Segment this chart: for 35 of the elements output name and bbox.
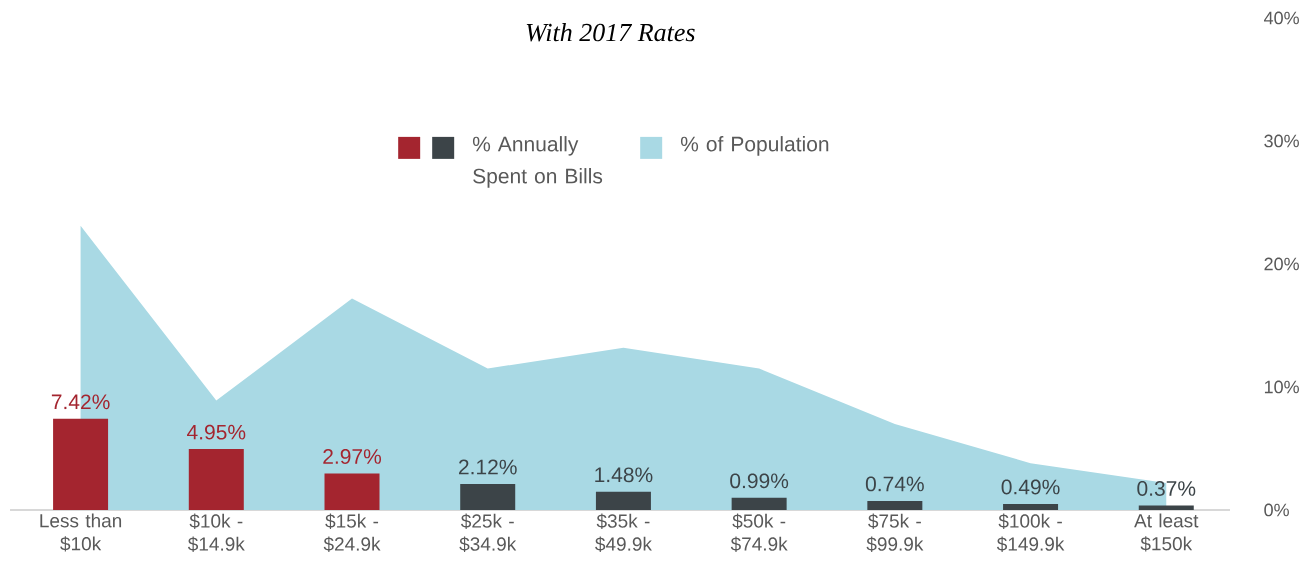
legend-label: % of Population <box>680 136 829 156</box>
x-tick-label: $15k - $24.9k <box>323 513 381 552</box>
data-label: 2.97% <box>323 449 382 464</box>
x-tick-label: $35k - $49.9k <box>595 513 652 552</box>
data-label: 1.48% <box>595 467 653 483</box>
bar <box>1003 503 1059 510</box>
data-label: 0.49% <box>1001 479 1060 495</box>
bar <box>595 491 651 510</box>
bar <box>53 418 109 510</box>
data-label: 0.37% <box>1137 481 1196 496</box>
y-tick-label: 10% <box>1264 380 1299 394</box>
data-label: 4.95% <box>187 424 246 440</box>
bar <box>188 449 244 510</box>
x-tick-label: Less than $10k <box>40 513 122 552</box>
bar <box>324 473 380 510</box>
x-tick-label: $100k - $149.9k <box>996 513 1065 552</box>
y-tick-label: 20% <box>1264 257 1299 271</box>
legend-label: % Annually Spent on Bills <box>472 136 603 188</box>
data-label: 0.74% <box>865 476 924 492</box>
data-label: 2.12% <box>458 459 517 475</box>
x-tick-label: $10k - $14.9k <box>187 513 245 552</box>
data-label: 7.42% <box>51 394 110 410</box>
bar <box>867 500 923 510</box>
x-tick-label: $50k - $74.9k <box>730 513 788 552</box>
x-tick-label: $25k - $34.9k <box>459 513 517 552</box>
y-tick-label: 0% <box>1264 503 1289 517</box>
data-label: 0.99% <box>730 473 789 489</box>
bar <box>1138 505 1194 510</box>
chart-title: With 2017 Rates <box>526 23 695 42</box>
bar <box>460 483 516 510</box>
x-tick-label: $75k - $99.9k <box>866 513 924 552</box>
y-tick-label: 40% <box>1263 11 1299 25</box>
x-tick-label: At least $150k <box>1134 513 1199 552</box>
bar <box>731 497 787 510</box>
y-tick-label: 30% <box>1264 134 1299 148</box>
